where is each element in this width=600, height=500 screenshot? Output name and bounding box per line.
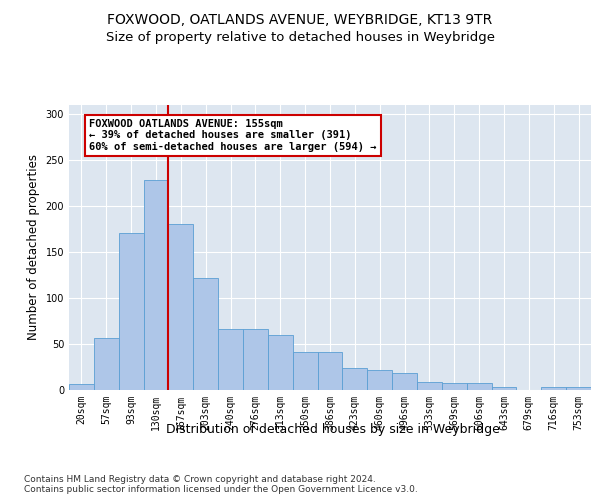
Bar [417,382,442,390]
Bar [343,368,367,390]
Bar [442,382,467,390]
Bar [119,233,143,390]
Bar [169,224,193,390]
Bar [143,180,169,390]
Bar [243,330,268,390]
Bar [268,335,293,390]
Bar [392,374,417,390]
Bar [293,352,317,390]
Text: FOXWOOD OATLANDS AVENUE: 155sqm
← 39% of detached houses are smaller (391)
60% o: FOXWOOD OATLANDS AVENUE: 155sqm ← 39% of… [89,119,376,152]
Bar [69,384,94,390]
Bar [541,387,566,390]
Y-axis label: Number of detached properties: Number of detached properties [27,154,40,340]
Bar [467,382,491,390]
Bar [218,330,243,390]
Text: Size of property relative to detached houses in Weybridge: Size of property relative to detached ho… [106,32,494,44]
Bar [491,387,517,390]
Bar [566,387,591,390]
Bar [94,338,119,390]
Text: FOXWOOD, OATLANDS AVENUE, WEYBRIDGE, KT13 9TR: FOXWOOD, OATLANDS AVENUE, WEYBRIDGE, KT1… [107,12,493,26]
Bar [367,370,392,390]
Bar [193,278,218,390]
Bar [317,352,343,390]
Text: Contains HM Land Registry data © Crown copyright and database right 2024.
Contai: Contains HM Land Registry data © Crown c… [24,475,418,494]
Text: Distribution of detached houses by size in Weybridge: Distribution of detached houses by size … [166,422,500,436]
